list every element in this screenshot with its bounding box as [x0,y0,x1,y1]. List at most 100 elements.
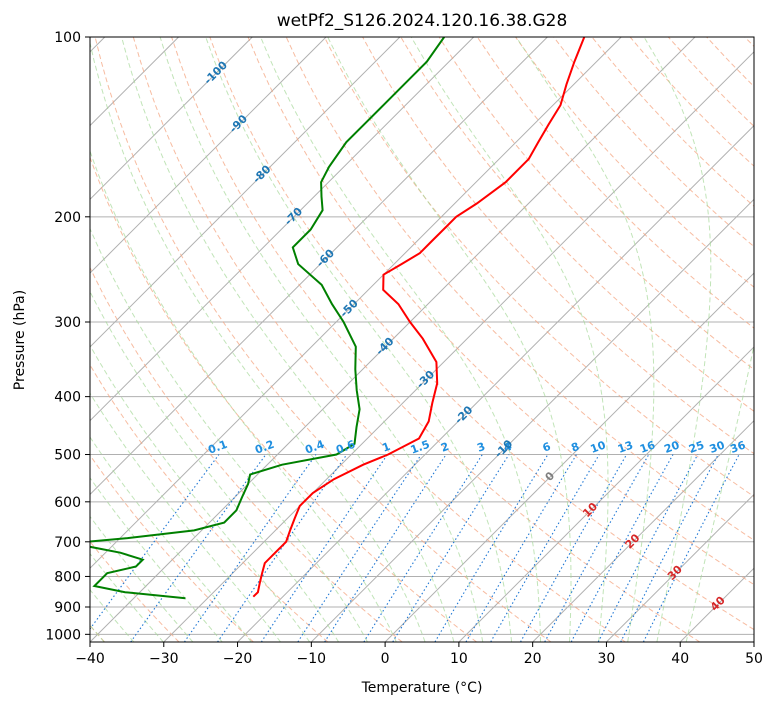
mixing-ratio-label: 20 [662,438,681,456]
x-tick-label: 30 [598,651,616,667]
isotherm-line [90,37,475,422]
dry-adiabat-line [209,37,754,631]
dry-adiabat-line [132,37,626,642]
isotherm-line [237,124,754,642]
mixing-ratio-label: 0.6 [334,438,357,457]
y-axis-label: Pressure (hPa) [12,290,28,390]
mixing-ratio-label: 36 [728,438,747,456]
isotherm-line [90,37,327,274]
mixing-ratio-label: 3 [475,440,487,455]
isotherm-line [606,493,754,642]
mixing-ratio-line [620,454,719,642]
mixing-ratio-line [434,454,549,642]
axis-ticks: −40 −30 −20 −10 0 10 20 30 40 5010020030040050060… [45,30,763,667]
dry-adiabat-line [706,37,754,88]
moist-adiabat-line [90,149,397,642]
isotherm-line [163,51,754,642]
mixing-ratio-line [260,454,388,642]
dry-adiabat-line [90,155,477,642]
mixing-ratio-label: 1.5 [409,438,432,457]
isotherm-line [753,641,754,642]
moist-adiabat-line [410,37,609,642]
dry-adiabat-line [667,37,754,127]
dry-adiabat-line [171,37,701,642]
x-tick-label: −10 [297,651,327,667]
x-tick-label: 10 [450,651,468,667]
moist-adiabat-line [327,37,572,642]
mixing-ratio-label: 0.4 [303,438,326,457]
y-tick-label: 500 [54,448,81,464]
y-tick-label: 100 [54,30,81,46]
mixing-ratio-label: 8 [569,440,581,455]
mixing-ratio-line [363,454,483,642]
isotherm-line [90,37,696,642]
dry-adiabat-line [90,364,329,642]
dry-adiabat-line [90,454,254,642]
y-tick-label: 1000 [45,627,81,643]
isotherm-label: -20 [452,403,475,426]
background-lines [90,37,754,642]
dry-adiabat-line [744,37,754,48]
dry-adiabat-line [362,37,754,455]
isotherm-label: 10 [580,500,600,520]
dry-adiabat-line [94,37,552,642]
x-axis-label: Temperature (°C) [361,680,483,696]
mixing-ratio-line [324,454,447,642]
dry-adiabat-line [591,37,754,207]
x-tick-label: −30 [149,651,179,667]
mixing-ratio-label: 13 [616,439,635,456]
moist-adiabat-line [90,344,311,642]
mixing-ratio-label: 4 [502,440,514,455]
mixing-ratio-label: 0.2 [253,438,276,457]
isotherm-line [90,37,548,496]
y-tick-label: 800 [54,569,81,585]
moist-adiabat-line [260,37,541,642]
moist-adiabat-line [90,40,426,642]
x-tick-label: 0 [381,651,390,667]
isotherm-label: -80 [250,162,273,185]
mixing-ratio-line [597,454,699,642]
line-labels: 0.1 0.2 0.4 0.6 1 1.5 2 3 4 6 8 10 13 16 20 25 30 36-100-… [201,58,747,613]
dry-adiabat-line [438,37,754,371]
mixing-ratio-line [90,454,220,630]
mixing-ratio-label: 30 [708,438,727,456]
y-tick-label: 300 [54,315,81,331]
isotherm-line [532,419,754,642]
isotherm-line [310,198,754,642]
dry-adiabat-line [285,37,754,541]
mixing-ratio-label: 25 [687,439,706,456]
isotherm-line [90,37,622,569]
mixing-ratio-line [490,454,600,642]
dry-adiabat-line [515,37,754,288]
mixing-ratio-line [183,454,317,642]
moist-adiabat-line [90,227,368,642]
mixing-ratio-label: 2 [439,440,451,455]
moist-adiabat-line [90,392,281,642]
temperature-profile [252,37,586,598]
mixing-ratio-line [570,454,674,642]
mixing-ratio-line [297,454,422,642]
chart-title: wetPf2_S126.2024.120.16.38.G28 [277,11,568,31]
mixing-ratio-line [520,454,628,642]
isotherm-line [90,37,253,201]
isotherm-label: -70 [282,205,305,228]
moist-adiabat-line [121,37,455,642]
y-tick-label: 700 [54,535,81,551]
dry-adiabat-line [90,540,180,642]
x-tick-label: −20 [223,651,253,667]
isotherm-line [679,567,754,642]
dry-adiabat-line [553,37,754,248]
moist-adiabat-line [685,343,754,642]
mixing-ratio-label: 0.1 [206,438,229,457]
isotherm-label: 20 [622,531,642,551]
dry-adiabat-line [247,37,754,586]
mixing-ratio-label: 1 [380,440,392,455]
y-tick-label: 400 [54,390,81,406]
dry-adiabat-line [90,266,403,642]
mixing-ratio-label: 6 [541,440,553,455]
x-tick-label: −40 [75,651,105,667]
x-tick-label: 20 [524,651,542,667]
y-tick-label: 600 [54,495,81,511]
moist-adiabat-line [90,436,252,642]
